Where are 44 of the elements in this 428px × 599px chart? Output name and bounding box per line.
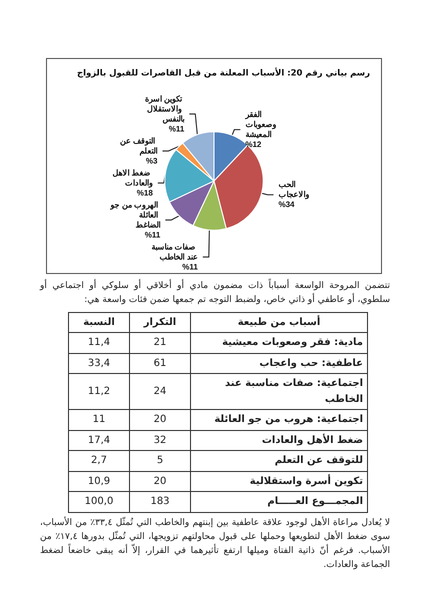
- data-label: 100,0: [68, 492, 130, 512]
- data-label: %34: [278, 200, 296, 210]
- slice-label: التوقف عن التعلم: [120, 136, 158, 156]
- data-label: 20: [130, 471, 190, 492]
- data-label: 10,9: [68, 471, 130, 492]
- slice-label: الفقر وصعوبات المعيشة: [244, 110, 279, 140]
- data-label: 11,2: [68, 374, 130, 410]
- category-label: للتوقف عن التعلم: [190, 450, 368, 472]
- text: تتضمن المروحة الواسعة أسباباً ذات مضمون مادي أو أخلاقي أو سلوكي أو اجتماعي أو سلطوي، أو عاطفي أو ذاتي خاص، ولضبط التوجه تم جمعها ضمن فئات واسعة هي:: [40, 280, 390, 307]
- category-label: المجمـــوع العـــــام: [190, 492, 368, 512]
- text: التكرار: [130, 312, 190, 333]
- slice-label: الحب والاعجاب: [278, 180, 310, 200]
- data-label: 24: [130, 374, 190, 410]
- data-label: 11: [68, 410, 130, 430]
- category-label: مادية: فقر وصعوبات معيشية: [190, 332, 368, 354]
- text: أسباب من طبيعة: [190, 312, 368, 333]
- data-label: %18: [136, 188, 154, 198]
- data-label: 61: [130, 353, 190, 374]
- chart-title: رسم بياني رقم 20: الأسباب المعلنة من قبل القاصرات للقبول بالزواج: [76, 66, 370, 78]
- data-label: %11: [144, 230, 161, 240]
- category-label: عاطفية: حب واعجاب: [190, 353, 368, 374]
- data-label: 21: [130, 332, 190, 354]
- data-label: %11: [168, 124, 185, 134]
- category-label: ضغط الأهل والعادات: [190, 430, 368, 451]
- text: النسبة: [68, 312, 130, 333]
- slice-label: ضغط الاهل والعادات: [112, 168, 153, 188]
- slice-label: تكوين اسرة والاستقلال بالنفس: [144, 94, 184, 124]
- data-label: %11: [182, 262, 198, 272]
- text: لا يُعادل مراعاة الأهل لوجود علاقة عاطفية بين إبنتهم والخاطب التي تُمثّل ٣٣,٤٪ من الأسباب، سوى ضغط الأهل لتطويعها وحملها على قبول محاولتهم تزويجها، التي تُمثّل بدورها ١٧,٤٪ من الأسباب. فرغم أنّ ذاتية الفتاة وميلها ارتفع تأثيرهما في القرار، إلاّ أنه يبقى خاضعاً لضغط الجماعة والعادات.: [40, 516, 390, 572]
- data-label: 20: [130, 410, 190, 430]
- data-label: 33,4: [68, 353, 130, 374]
- category-label: اجتماعية: صفات مناسبة عند الخاطب: [190, 374, 368, 410]
- data-label: 17,4: [68, 430, 130, 451]
- category-label: تكوين أسرة واستقلالية: [190, 471, 368, 492]
- slice-label: الهروب من جو العائلة الضاغط: [110, 200, 160, 230]
- data-label: 2,7: [68, 450, 130, 472]
- data-label: 183: [130, 492, 190, 512]
- data-label: 11,4: [68, 332, 130, 354]
- data-label: 5: [130, 450, 190, 472]
- data-label: %3: [146, 156, 158, 166]
- slice-label: صفات مناسبة عند الخاطب: [151, 242, 198, 262]
- data-label: %12: [245, 140, 262, 150]
- category-label: اجتماعية: هروب من جو العائلة: [190, 410, 368, 430]
- data-label: 32: [130, 430, 190, 451]
